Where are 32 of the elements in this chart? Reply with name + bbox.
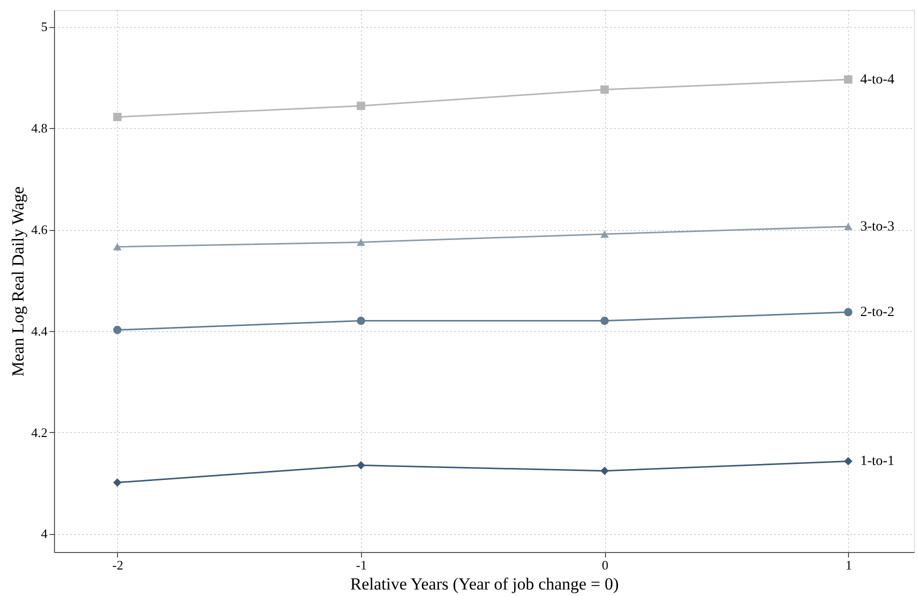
x-tick-label: -1 — [356, 558, 367, 572]
point — [600, 85, 609, 94]
point — [356, 238, 366, 246]
point — [844, 457, 852, 466]
y-axis-title: Mean Log Real Daily Wage — [8, 186, 28, 376]
point — [844, 308, 852, 316]
point — [113, 478, 122, 487]
point — [600, 316, 609, 325]
y-tick-label: 4.2 — [31, 424, 48, 440]
point — [600, 466, 609, 476]
series-label: 2-to-2 — [860, 305, 894, 320]
y-tick-label: 4 — [41, 526, 48, 542]
y-tick-label: 4.6 — [31, 222, 48, 238]
x-tick-label: 1 — [845, 558, 852, 572]
series-label: 3-to-3 — [860, 219, 894, 234]
point — [113, 243, 122, 250]
x-axis-title: Relative Years (Year of job change = 0) — [350, 574, 619, 594]
point — [356, 102, 366, 110]
point — [356, 316, 366, 325]
point — [113, 112, 122, 122]
series-label: 1-to-1 — [860, 454, 894, 470]
x-tick-label: 0 — [602, 558, 608, 572]
point — [356, 461, 366, 470]
point — [844, 75, 852, 84]
x-tick-label: -2 — [112, 558, 124, 572]
y-tick-label: 4.4 — [31, 323, 48, 338]
point — [844, 222, 852, 230]
y-tick-label: 5 — [41, 19, 48, 34]
y-tick-label: 4.8 — [31, 120, 48, 136]
point — [113, 326, 122, 334]
point — [600, 230, 609, 238]
series-label: 4-to-4 — [860, 72, 894, 88]
